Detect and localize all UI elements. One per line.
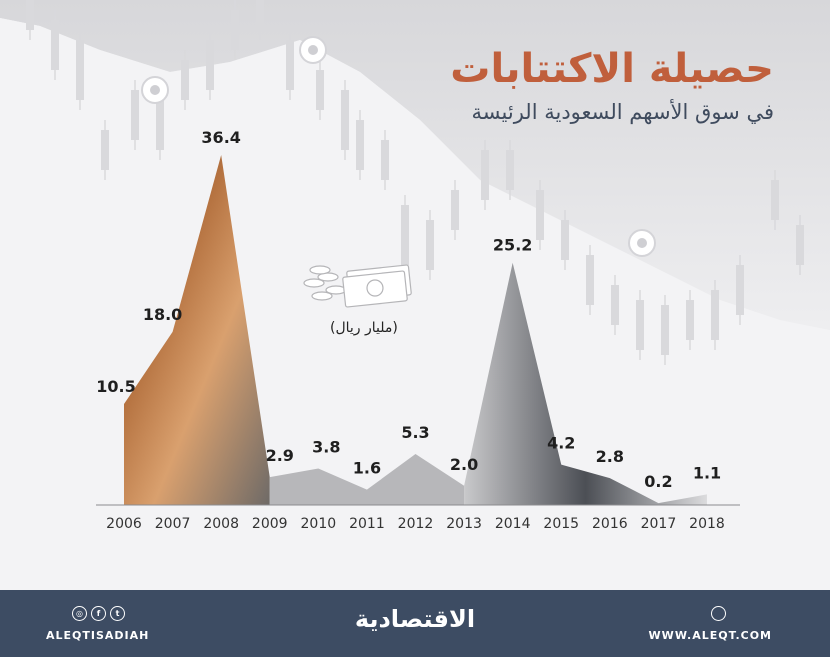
x-tick-label: 2014 bbox=[495, 516, 531, 532]
data-label: 1.6 bbox=[353, 459, 381, 478]
data-label: 3.8 bbox=[312, 437, 340, 456]
social-handle[interactable]: ALEQTISADIAH bbox=[46, 629, 150, 642]
x-tick-label: 2010 bbox=[301, 516, 337, 532]
x-tick-label: 2018 bbox=[689, 516, 725, 532]
twitter-icon[interactable]: t bbox=[110, 606, 125, 621]
data-label: 25.2 bbox=[493, 236, 532, 255]
x-tick-label: 2017 bbox=[641, 516, 677, 532]
area-chart: 2006 2007 2008 2009 2010 2011 2012 2013 2014 2015… bbox=[96, 128, 740, 532]
data-label: 4.2 bbox=[547, 434, 575, 453]
x-tick-label: 2013 bbox=[446, 516, 482, 532]
data-label: 2.9 bbox=[266, 446, 294, 465]
x-tick-label: 2007 bbox=[155, 516, 191, 532]
x-tick-label: 2008 bbox=[203, 516, 239, 532]
background-mountain-shape bbox=[0, 0, 830, 330]
data-label: 1.1 bbox=[693, 463, 721, 482]
data-label: 2.0 bbox=[450, 455, 478, 474]
instagram-icon[interactable]: ◎ bbox=[72, 606, 87, 621]
globe-icon bbox=[711, 606, 726, 621]
area-segment-2006-2009 bbox=[124, 155, 270, 505]
chart-subtitle: في سوق الأسهم السعودية الرئيسة bbox=[471, 100, 774, 124]
data-label: 36.4 bbox=[201, 128, 240, 147]
area-segment-2013-2018 bbox=[464, 262, 707, 505]
data-label: 18.0 bbox=[143, 305, 182, 324]
x-tick-label: 2015 bbox=[543, 516, 579, 532]
website-link[interactable]: WWW.ALEQT.COM bbox=[648, 629, 772, 642]
x-tick-label: 2011 bbox=[349, 516, 385, 532]
x-tick-label: 2009 bbox=[252, 516, 288, 532]
facebook-icon[interactable]: f bbox=[91, 606, 106, 621]
data-label: 5.3 bbox=[401, 423, 429, 442]
data-label: 0.2 bbox=[644, 472, 672, 491]
decor-dot bbox=[637, 238, 647, 248]
social-icons: ◎ f t bbox=[72, 606, 125, 621]
footer: ◎ f t ALEQTISADIAH الاقتصادية WWW.ALEQT.… bbox=[0, 590, 830, 657]
decor-dot bbox=[308, 45, 318, 55]
money-icon bbox=[303, 264, 412, 308]
unit-label: (مليار ريال) bbox=[330, 320, 398, 336]
data-label: 2.8 bbox=[596, 447, 624, 466]
x-tick-label: 2012 bbox=[398, 516, 434, 532]
x-tick-label: 2016 bbox=[592, 516, 628, 532]
brand-logo: الاقتصادية bbox=[354, 605, 476, 633]
data-label: 10.5 bbox=[96, 377, 135, 396]
x-tick-label: 2006 bbox=[106, 516, 142, 532]
area-segment-2009-2013 bbox=[269, 454, 465, 505]
decor-dot bbox=[150, 85, 160, 95]
chart-title: حصيلة الاكتتابات bbox=[450, 46, 774, 92]
